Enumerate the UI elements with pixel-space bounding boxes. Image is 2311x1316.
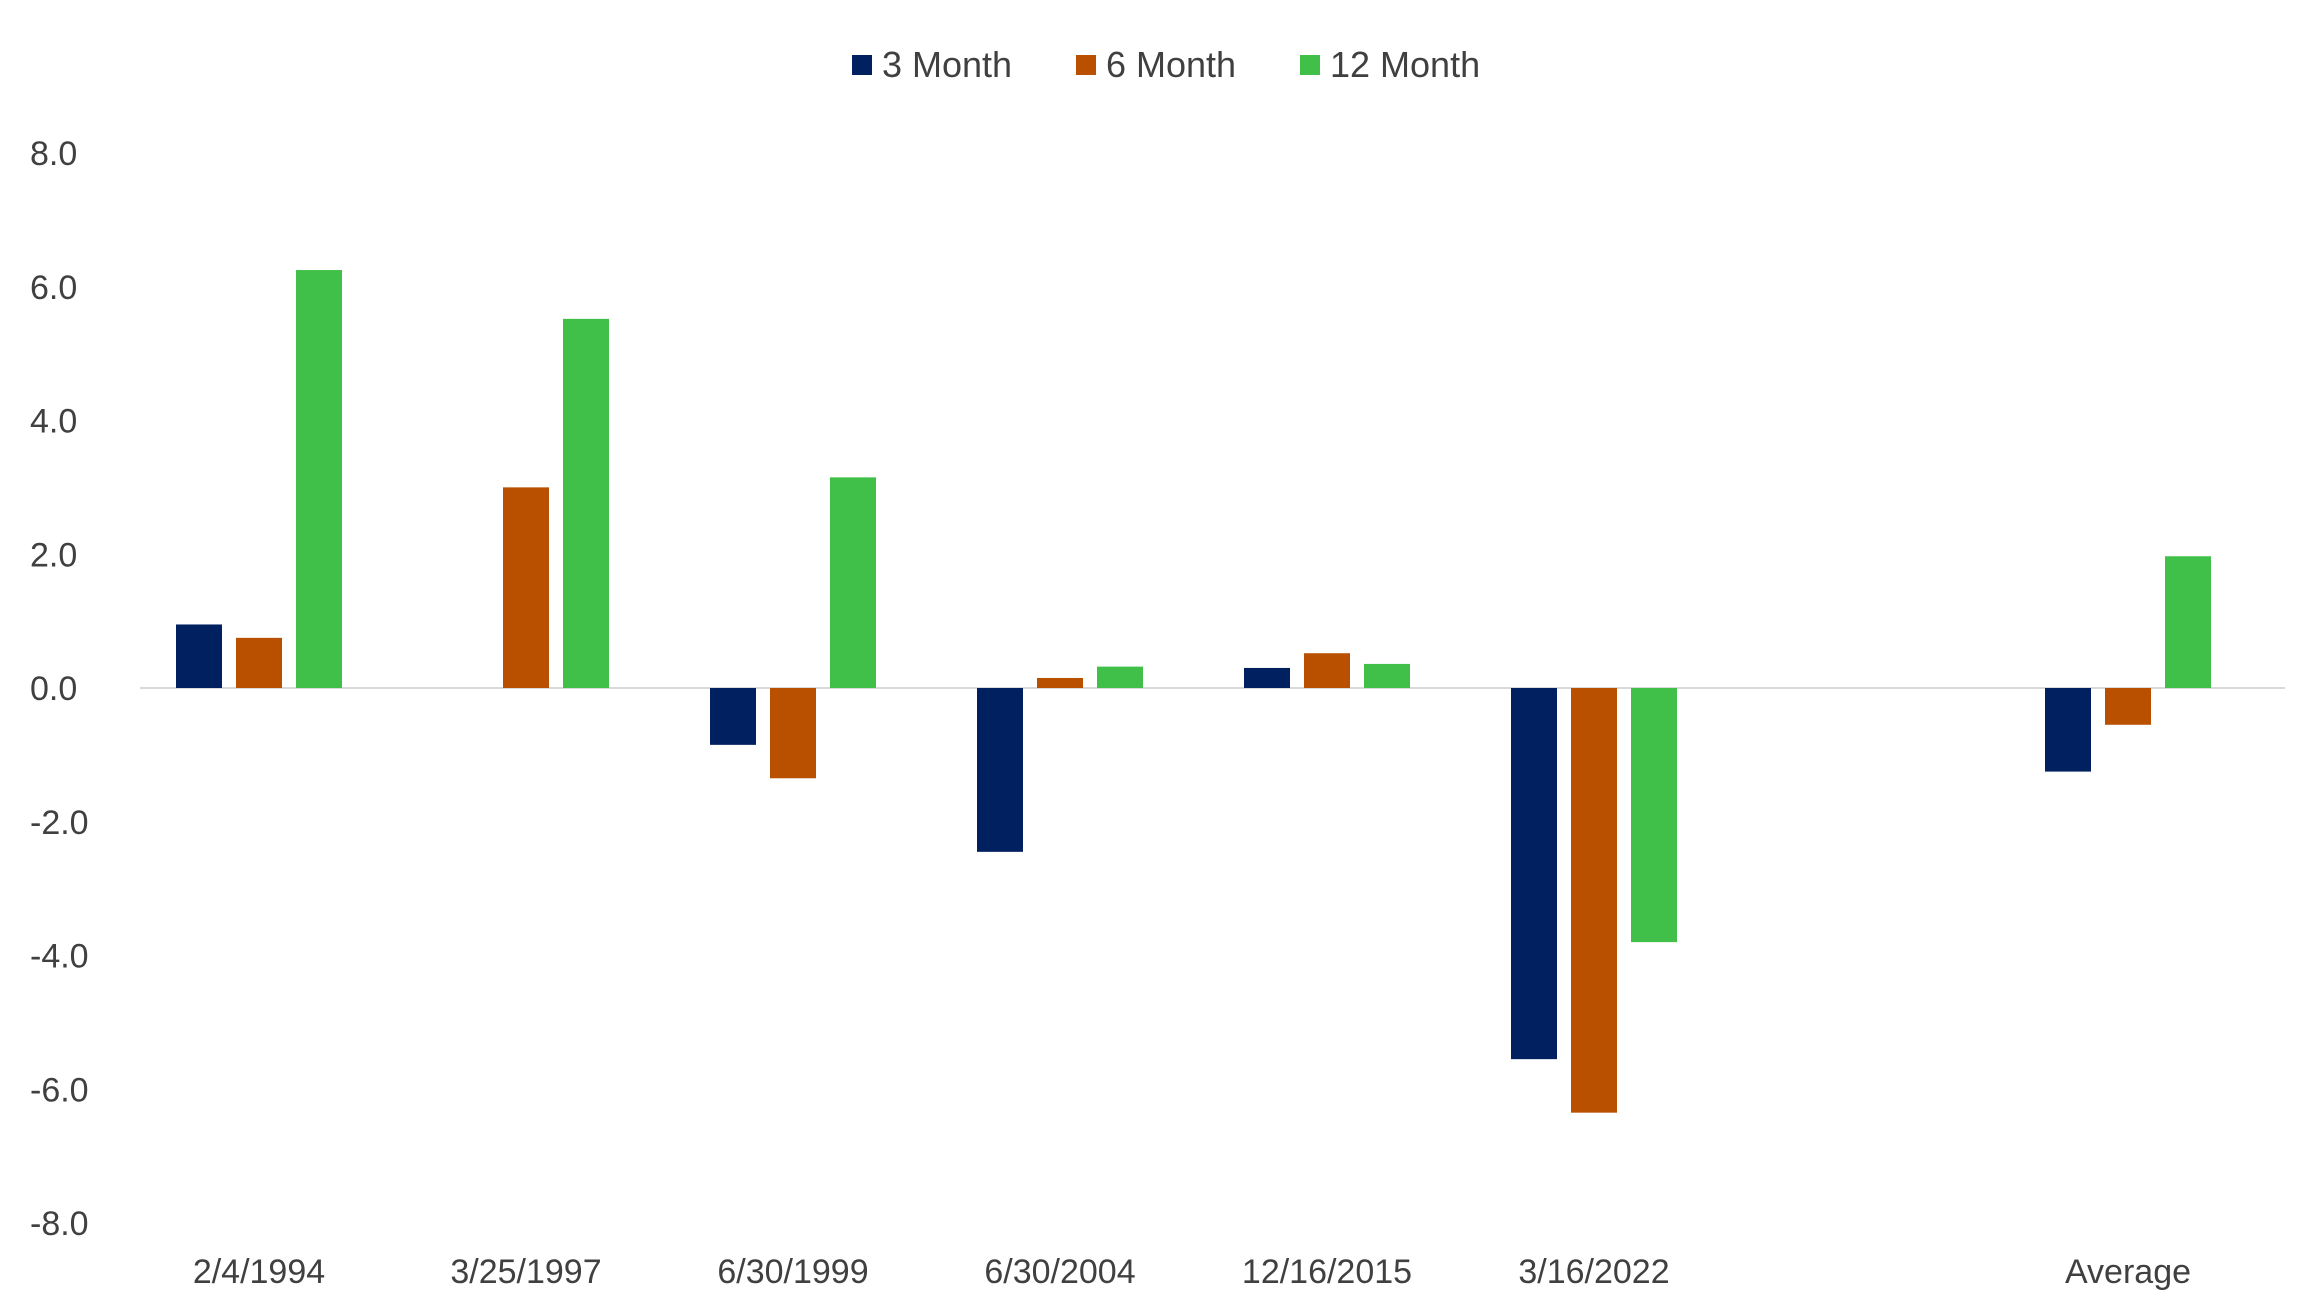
legend-swatch bbox=[852, 55, 872, 75]
bar bbox=[503, 487, 549, 688]
y-tick-label: 2.0 bbox=[30, 536, 77, 574]
bar bbox=[977, 688, 1023, 852]
legend-swatch bbox=[1076, 55, 1096, 75]
bar bbox=[236, 637, 282, 688]
legend-label: 3 Month bbox=[882, 44, 1012, 85]
bar bbox=[770, 688, 816, 779]
x-tick-label: 6/30/2004 bbox=[984, 1253, 1135, 1291]
x-tick-label: 3/25/1997 bbox=[450, 1253, 601, 1291]
y-tick-label: -2.0 bbox=[30, 804, 89, 842]
y-tick-label: -4.0 bbox=[30, 938, 89, 976]
bar bbox=[563, 318, 609, 688]
y-tick-label: -8.0 bbox=[30, 1205, 89, 1243]
y-tick-label: 6.0 bbox=[30, 269, 77, 307]
legend: 3 Month 6 Month 12 Month bbox=[852, 44, 1480, 85]
bar bbox=[1304, 653, 1350, 688]
y-tick-label: -6.0 bbox=[30, 1071, 89, 1109]
legend-swatch bbox=[1300, 55, 1320, 75]
x-tick-label: Average bbox=[2065, 1253, 2191, 1291]
y-tick-label: 8.0 bbox=[30, 135, 77, 173]
bar bbox=[1364, 663, 1410, 688]
bar bbox=[1037, 677, 1083, 688]
bar bbox=[1511, 688, 1557, 1060]
y-tick-label: 0.0 bbox=[30, 670, 77, 708]
x-axis-ticks: 2/4/1994 3/25/1997 6/30/1999 6/30/2004 12/16… bbox=[193, 1253, 2191, 1291]
bar bbox=[2105, 688, 2151, 725]
legend-label: 6 Month bbox=[1106, 44, 1236, 85]
bar bbox=[296, 270, 342, 688]
bar bbox=[830, 477, 876, 688]
x-tick-label: 3/16/2022 bbox=[1518, 1253, 1669, 1291]
x-tick-label: 12/16/2015 bbox=[1242, 1253, 1412, 1291]
bar bbox=[1097, 666, 1143, 688]
x-tick-label: 2/4/1994 bbox=[193, 1253, 325, 1291]
bar bbox=[2045, 688, 2091, 772]
bar bbox=[1244, 667, 1290, 688]
bar bbox=[710, 688, 756, 745]
bar bbox=[1571, 688, 1617, 1113]
bar bbox=[176, 624, 222, 688]
y-tick-label: 4.0 bbox=[30, 403, 77, 441]
bar bbox=[2165, 556, 2211, 688]
bar bbox=[1631, 688, 1677, 943]
legend-label: 12 Month bbox=[1330, 44, 1480, 85]
x-tick-label: 6/30/1999 bbox=[717, 1253, 868, 1291]
bars bbox=[176, 270, 2211, 1113]
y-axis-ticks: 8.0 6.0 4.0 2.0 0.0 -2.0 -4.0 -6.0 -8.0 bbox=[30, 135, 89, 1243]
